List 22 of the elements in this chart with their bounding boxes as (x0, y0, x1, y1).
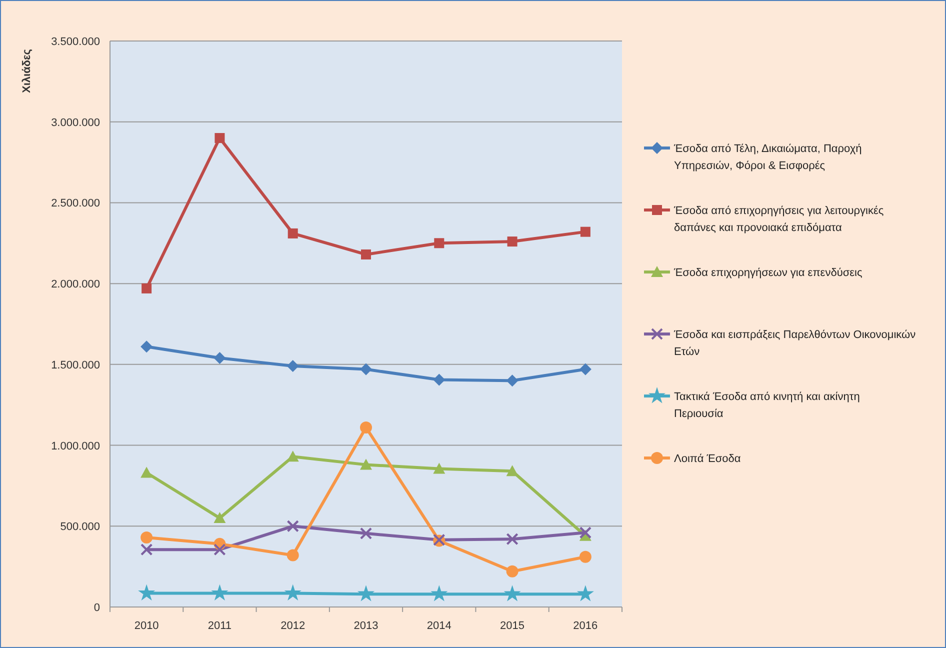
y-axis-title: Χιλιάδες (21, 48, 33, 93)
legend-label: Έσοδα από Τέλη, Δικαιώματα, Παροχή Υπηρεσιών, Φόροι & Εισφορές (673, 143, 862, 172)
legend-label: Τακτικά Έσοδα από κινητή και ακίνητη Περιουσία (674, 391, 860, 420)
y-tick-label: 2.000.000 (51, 278, 100, 291)
x-tick-label: 2012 (280, 620, 306, 632)
x-tick-label: 2014 (426, 620, 452, 632)
y-tick-label: 0 (94, 602, 100, 614)
legend-label: Έσοδα και εισπράξεις Παρελθόντων Οικονομικών Ετών (673, 329, 916, 358)
y-tick-label: 3.500.000 (51, 36, 100, 48)
legend-label: Λοιπά Έσοδα (674, 453, 742, 465)
x-tick-label: 2016 (573, 620, 598, 632)
y-tick-label: 2.500.000 (51, 198, 100, 210)
y-tick-label: 1.500.000 (51, 359, 100, 372)
x-tick-label: 2013 (354, 620, 378, 632)
x-tick-label: 2015 (500, 620, 525, 632)
y-tick-label: 500.000 (60, 521, 100, 534)
x-tick-label: 2011 (208, 620, 232, 632)
y-tick-label: 1.000.000 (51, 440, 100, 452)
y-tick-label: 3.000.000 (51, 116, 100, 129)
x-tick-label: 2010 (134, 620, 159, 632)
legend-label: Έσοδα επιχορηγήσεων για επενδύσεις (673, 267, 862, 279)
legend-label: Έσοδα από επιχορηγήσεις για λειτουργικές δαπάνες και προνοιακά επιδόματα (673, 205, 884, 234)
